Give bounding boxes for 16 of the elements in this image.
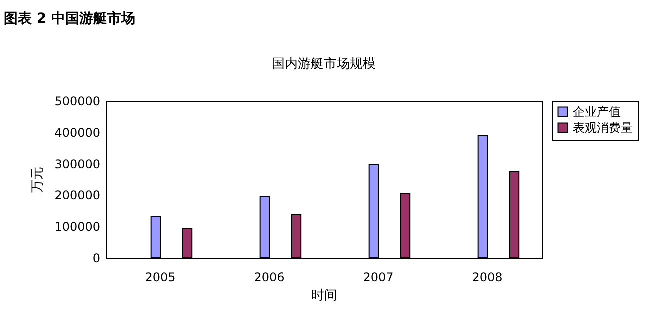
y-tick-label: 0 — [92, 252, 100, 266]
x-tick-label: 2005 — [145, 270, 176, 284]
chart-title: 国内游艇市场规模 — [272, 57, 376, 72]
y-tick-label: 400000 — [54, 126, 100, 140]
x-axis-title: 时间 — [312, 288, 338, 304]
x-tick-label: 2007 — [363, 270, 394, 284]
legend-label: 企业产值 — [573, 105, 621, 119]
y-axis-title: 万元 — [30, 167, 46, 193]
x-tick-label: 2006 — [254, 270, 285, 284]
text: 图表 2 中国游艇市场 — [4, 10, 136, 28]
legend-label: 表观消费量 — [573, 121, 633, 135]
y-tick-label: 100000 — [54, 220, 100, 234]
y-tick-label: 200000 — [54, 188, 100, 203]
y-tick-label: 300000 — [54, 157, 100, 172]
y-tick-label: 500000 — [54, 94, 100, 108]
x-tick-label: 2008 — [472, 270, 503, 284]
